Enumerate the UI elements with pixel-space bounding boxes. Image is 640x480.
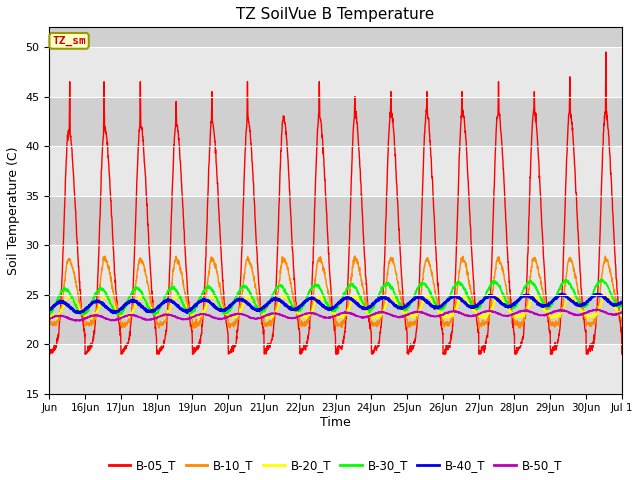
B-50_T: [76, 318, 84, 324]
B-10_T: [509, 312, 516, 317]
B-40_T: [102, 305, 110, 311]
B-05_T: [508, 313, 516, 319]
B-30_T: [370, 303, 378, 309]
B-50_T: [103, 315, 111, 321]
Bar: [49, 0, 622, 47]
B-40_T: [559, 291, 566, 297]
B-30_T: [45, 312, 53, 317]
Line: B-40_T: B-40_T: [49, 294, 622, 313]
Bar: [49, 344, 622, 394]
Y-axis label: Soil Temperature (C): Soil Temperature (C): [7, 146, 20, 275]
B-40_T: [618, 300, 626, 305]
B-50_T: [227, 313, 234, 319]
B-10_T: [45, 318, 53, 324]
B-40_T: [109, 310, 117, 316]
Line: B-50_T: B-50_T: [49, 309, 622, 321]
B-50_T: [45, 315, 53, 321]
Title: TZ SoilVue B Temperature: TZ SoilVue B Temperature: [236, 7, 435, 22]
Bar: [49, 47, 622, 96]
B-05_T: [371, 347, 378, 353]
Bar: [49, 96, 622, 146]
B-50_T: [541, 313, 548, 319]
B-30_T: [597, 276, 605, 282]
B-30_T: [618, 301, 626, 307]
B-20_T: [45, 313, 53, 319]
B-10_T: [226, 323, 234, 328]
B-20_T: [369, 316, 376, 322]
B-20_T: [508, 310, 516, 316]
B-50_T: [611, 312, 618, 317]
B-20_T: [102, 293, 110, 299]
B-30_T: [610, 297, 618, 302]
B-05_T: [103, 134, 111, 140]
B-05_T: [541, 268, 548, 274]
B-40_T: [371, 300, 378, 306]
Line: B-10_T: B-10_T: [49, 256, 622, 328]
Bar: [49, 245, 622, 295]
B-30_T: [508, 304, 516, 310]
Bar: [49, 295, 622, 344]
B-40_T: [541, 303, 548, 309]
B-10_T: [476, 325, 483, 331]
B-05_T: [602, 49, 610, 55]
B-05_T: [45, 351, 53, 357]
B-30_T: [102, 291, 110, 297]
B-50_T: [618, 310, 626, 315]
Bar: [49, 146, 622, 195]
B-20_T: [602, 291, 610, 297]
Line: B-05_T: B-05_T: [49, 52, 622, 354]
B-50_T: [371, 312, 378, 317]
B-10_T: [611, 290, 618, 296]
B-50_T: [508, 312, 516, 317]
B-10_T: [541, 299, 548, 304]
B-30_T: [226, 308, 234, 314]
B-10_T: [371, 321, 378, 327]
X-axis label: Time: Time: [320, 416, 351, 429]
B-05_T: [227, 350, 234, 356]
B-30_T: [540, 301, 548, 307]
B-10_T: [102, 259, 110, 265]
B-20_T: [611, 303, 618, 309]
B-40_T: [508, 303, 516, 309]
B-05_T: [618, 351, 626, 357]
B-40_T: [227, 303, 234, 309]
B-10_T: [351, 253, 359, 259]
Legend: B-05_T, B-10_T, B-20_T, B-30_T, B-40_T, B-50_T: B-05_T, B-10_T, B-20_T, B-30_T, B-40_T, …: [104, 455, 566, 477]
B-10_T: [618, 321, 626, 326]
B-20_T: [226, 314, 234, 320]
B-50_T: [593, 306, 601, 312]
B-40_T: [611, 302, 618, 308]
Text: TZ_sm: TZ_sm: [52, 36, 86, 46]
Bar: [49, 195, 622, 245]
B-40_T: [45, 307, 53, 312]
Line: B-20_T: B-20_T: [49, 294, 622, 319]
B-20_T: [618, 312, 626, 318]
Line: B-30_T: B-30_T: [49, 279, 622, 314]
B-05_T: [611, 237, 618, 242]
B-20_T: [371, 314, 378, 320]
B-05_T: [45, 351, 53, 357]
B-20_T: [541, 308, 548, 313]
